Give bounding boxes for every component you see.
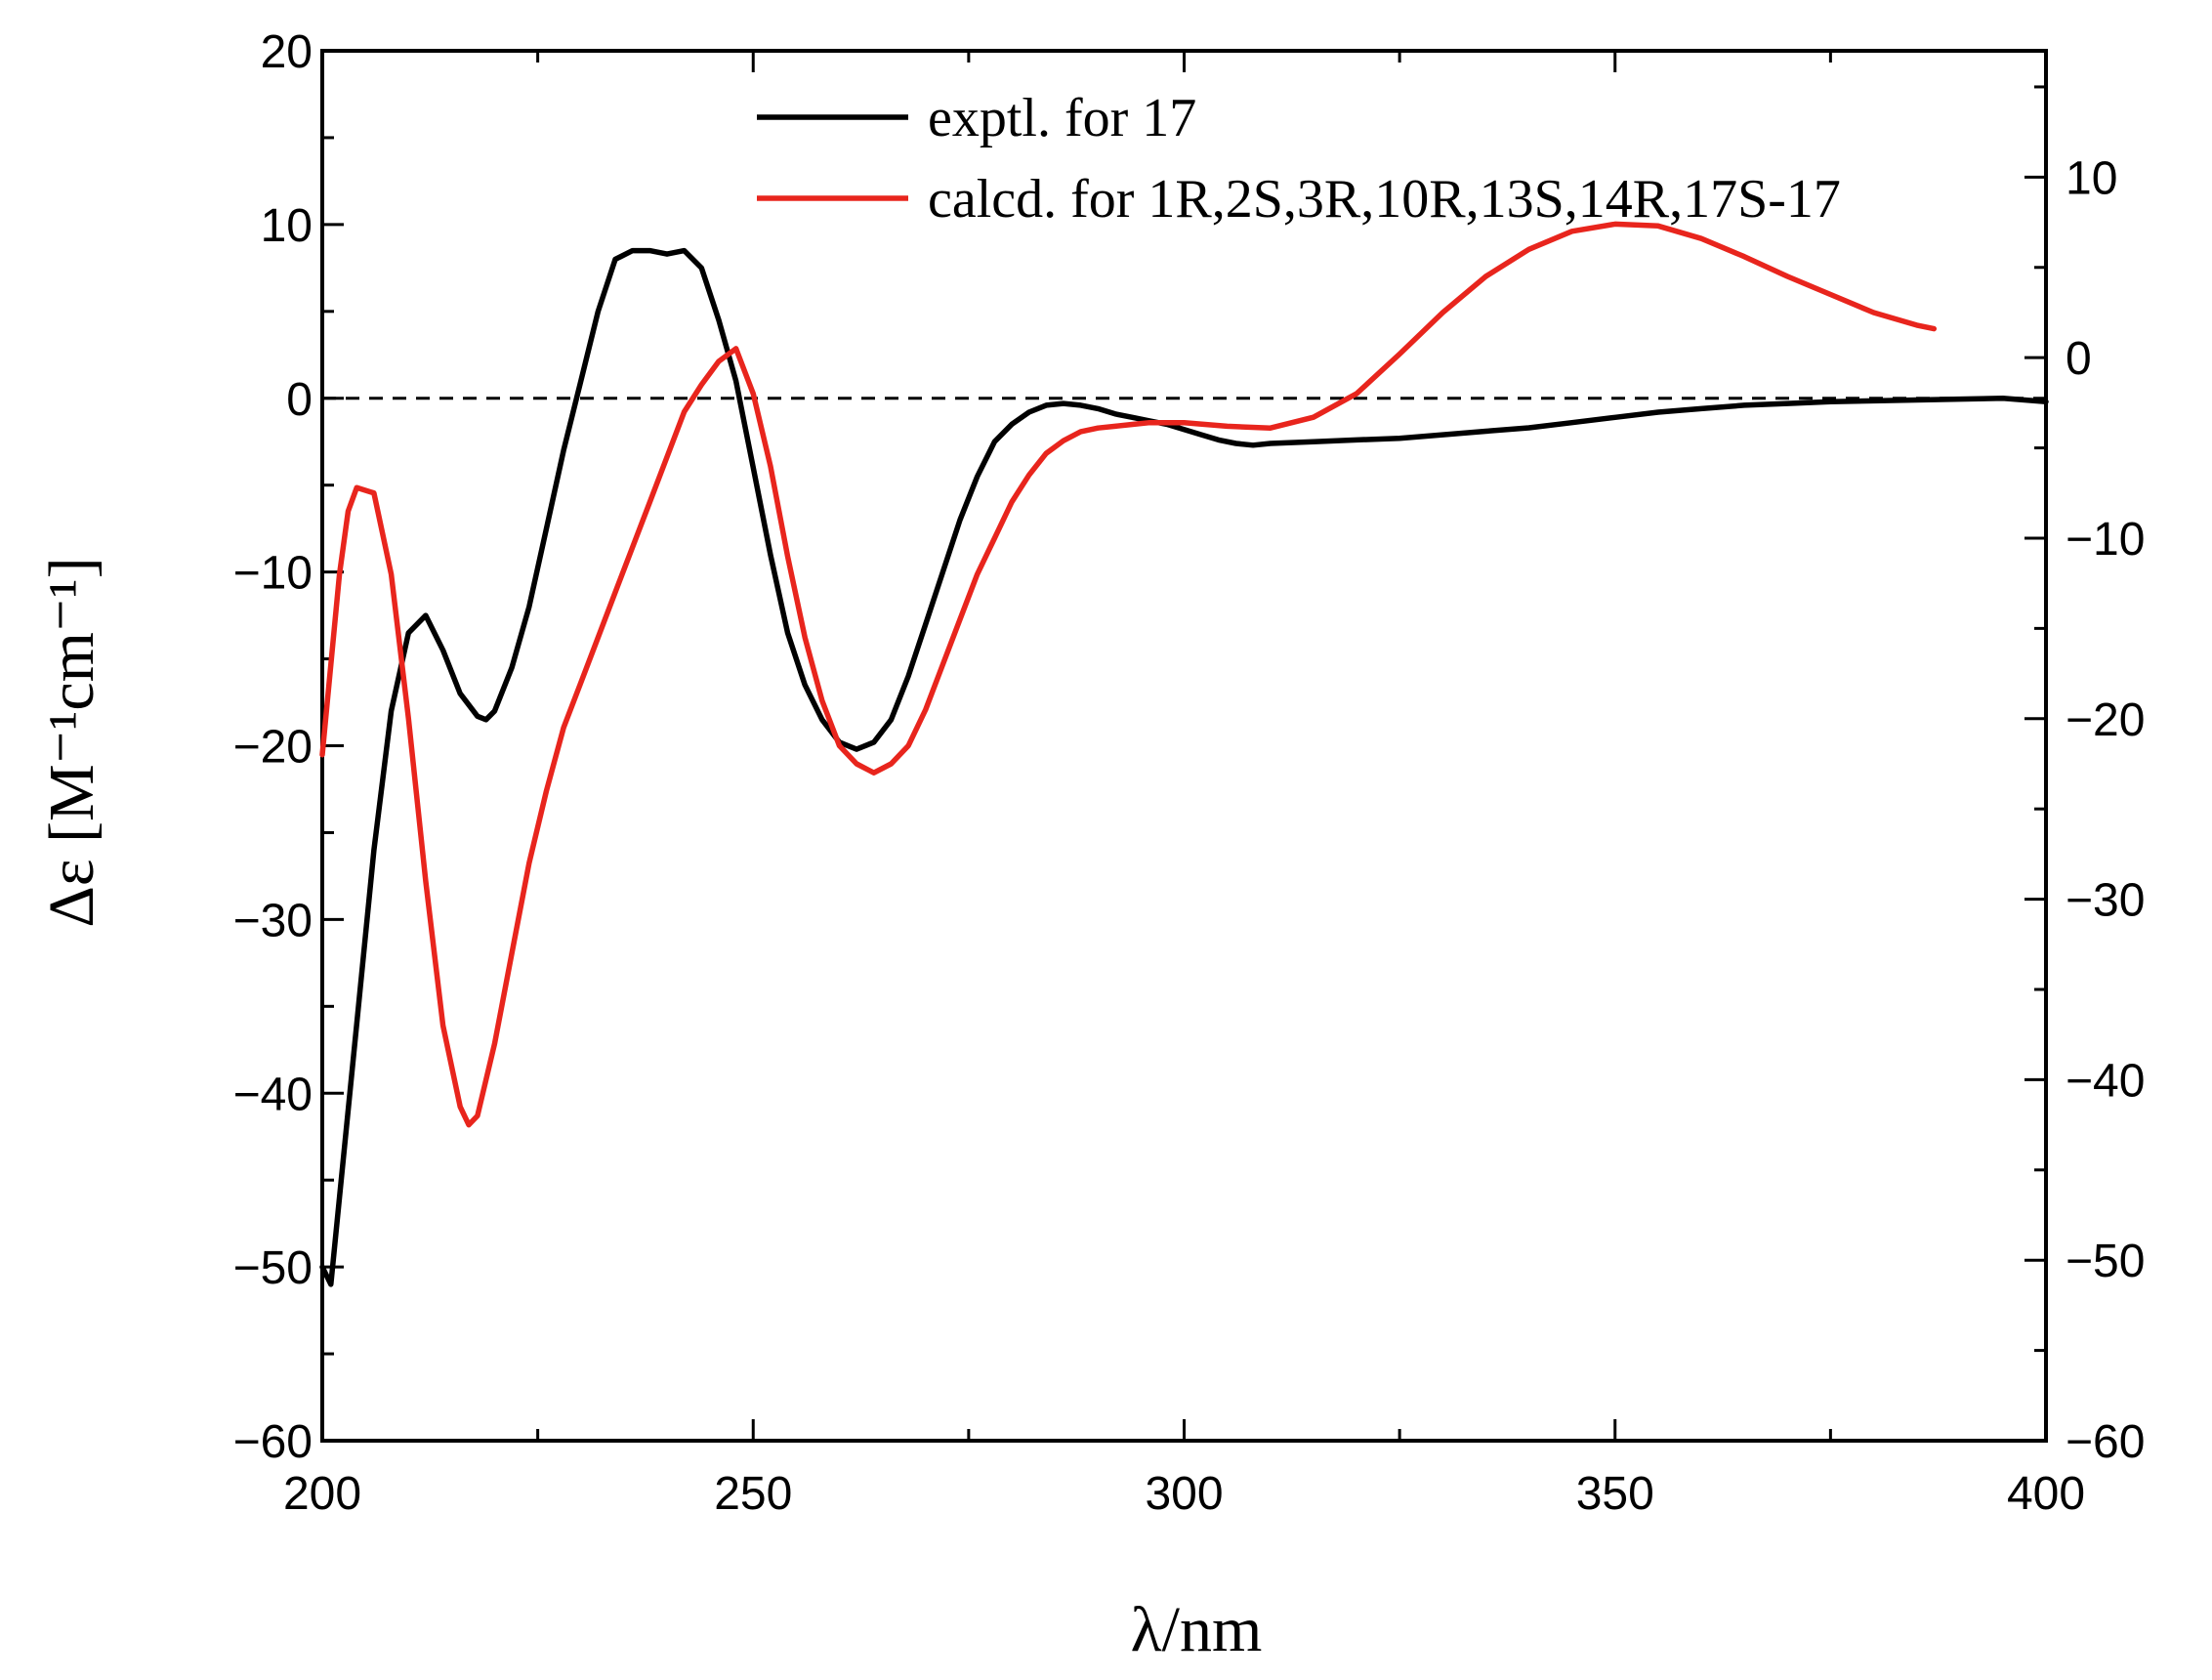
y-right-tick-label: −40: [2066, 1055, 2145, 1107]
y-left-tick-label: −40: [233, 1069, 313, 1120]
y-right-tick-label: −20: [2066, 694, 2145, 746]
series-lines: [319, 221, 2049, 1287]
x-axis-title: λ/nm: [1131, 1594, 1263, 1665]
series-line-calcd: [319, 221, 1938, 1128]
axis-ticks: 200 250 300 350 400 20 10 0 −10 −20 −30 −40 −50 −60 10…: [233, 26, 2146, 1520]
series-line-exptl: [319, 247, 2049, 1287]
y-right-tick-label: −60: [2066, 1416, 2145, 1468]
y-right-tick-label: −10: [2066, 514, 2145, 566]
y-left-tick-label: 10: [261, 200, 313, 252]
y-right-tick-label: 0: [2066, 333, 2092, 385]
y-right-tick-label: −50: [2066, 1236, 2145, 1287]
legend: exptl. for 17 calcd. for 1R,2S,3R,10R,13S…: [757, 88, 1841, 230]
y-left-tick-label: −60: [233, 1416, 313, 1468]
plot-frame: [320, 49, 2048, 1443]
y-left-tick-label: 0: [286, 374, 313, 426]
y-left-tick-label: −30: [233, 895, 313, 946]
x-tick-label: 350: [1576, 1468, 1654, 1520]
y-left-tick-label: −20: [233, 722, 313, 774]
y-left-tick-label: −50: [233, 1242, 313, 1294]
x-tick-label: 300: [1145, 1468, 1223, 1520]
legend-label-exptl: exptl. for 17: [928, 88, 1196, 148]
y-right-tick-label: −30: [2066, 875, 2145, 927]
x-tick-label: 200: [283, 1468, 361, 1520]
y-left-tick-label: −10: [233, 548, 313, 600]
plot-border: [320, 49, 2048, 1443]
y-axis-title: Δε [M⁻¹cm⁻¹]: [36, 557, 107, 927]
y-left-tick-label: 20: [261, 26, 313, 78]
legend-label-calcd: calcd. for 1R,2S,3R,10R,13S,14R,17S-17: [928, 169, 1841, 230]
x-tick-label: 400: [2007, 1468, 2085, 1520]
y-right-tick-label: 10: [2066, 152, 2117, 204]
x-tick-label: 250: [714, 1468, 792, 1520]
